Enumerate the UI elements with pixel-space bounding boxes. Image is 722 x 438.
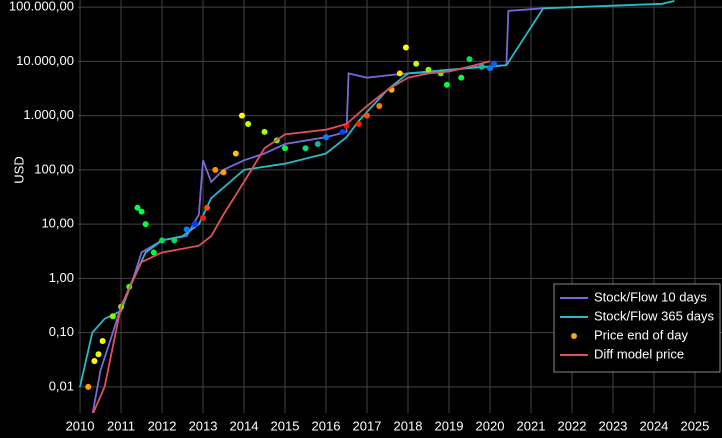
x-tick-label: 2022 xyxy=(558,418,587,433)
x-tick-label: 2014 xyxy=(230,418,259,433)
price-point xyxy=(212,166,219,173)
series-line xyxy=(92,60,491,413)
price-point xyxy=(376,103,383,110)
legend-marker xyxy=(571,333,577,339)
plot-area xyxy=(79,0,675,413)
price-point xyxy=(478,63,485,70)
price-point xyxy=(159,237,166,244)
price-point xyxy=(443,81,450,88)
price-point xyxy=(171,237,178,244)
legend-label: Price end of day xyxy=(594,327,688,342)
x-tick-label: 2024 xyxy=(639,418,668,433)
price-point xyxy=(402,44,409,51)
price-point xyxy=(200,214,207,221)
price-point xyxy=(232,150,239,157)
price-point xyxy=(396,70,403,77)
legend-label: Diff model price xyxy=(594,346,684,361)
price-point xyxy=(491,60,498,67)
x-tick-label: 2021 xyxy=(517,418,546,433)
legend-label: Stock/Flow 365 days xyxy=(594,308,714,323)
price-point xyxy=(323,134,330,141)
price-point xyxy=(134,204,141,211)
x-tick-label: 2023 xyxy=(598,418,627,433)
x-tick-label: 2013 xyxy=(189,418,218,433)
price-point xyxy=(302,145,309,152)
price-point xyxy=(142,221,149,228)
price-point xyxy=(466,56,473,63)
price-point xyxy=(85,383,92,390)
x-tick-label: 2025 xyxy=(680,418,709,433)
price-point xyxy=(183,226,190,233)
y-tick-label: 100,00 xyxy=(34,161,74,176)
y-tick-label: 1,00 xyxy=(49,270,74,285)
price-point xyxy=(413,60,420,67)
x-tick-label: 2020 xyxy=(476,418,505,433)
y-tick-label: 0,10 xyxy=(49,324,74,339)
x-tick-label: 2016 xyxy=(312,418,341,433)
x-tick-label: 2017 xyxy=(353,418,382,433)
price-point xyxy=(204,204,211,211)
price-point xyxy=(458,74,465,81)
price-point xyxy=(220,169,227,176)
price-point xyxy=(364,112,371,119)
price-point xyxy=(91,357,98,364)
price-point xyxy=(355,120,362,127)
y-tick-label: 10.000,00 xyxy=(16,53,74,68)
price-point xyxy=(95,351,102,358)
price-point xyxy=(138,208,145,215)
price-point xyxy=(314,140,321,147)
x-tick-label: 2019 xyxy=(435,418,464,433)
x-tick-label: 2011 xyxy=(107,418,135,433)
x-tick-label: 2018 xyxy=(394,418,423,433)
price-point xyxy=(261,128,268,135)
price-point xyxy=(150,249,157,256)
y-tick-label: 10,00 xyxy=(41,216,74,231)
y-tick-label: 0,01 xyxy=(49,378,74,393)
price-point xyxy=(245,120,252,127)
price-point xyxy=(99,338,106,345)
price-point xyxy=(191,221,198,228)
y-axis-label: USD xyxy=(11,156,26,183)
x-tick-label: 2010 xyxy=(66,418,95,433)
price-point xyxy=(339,128,346,135)
price-point xyxy=(109,313,116,320)
x-tick-label: 2015 xyxy=(271,418,300,433)
y-tick-label: 100.000,00 xyxy=(9,0,74,14)
y-tick-label: 1.000,00 xyxy=(23,107,74,122)
legend-label: Stock/Flow 10 days xyxy=(594,289,707,304)
price-point xyxy=(282,145,289,152)
price-point xyxy=(486,65,493,72)
x-tick-label: 2012 xyxy=(148,418,177,433)
price-point xyxy=(238,112,245,119)
price-point xyxy=(425,66,432,73)
